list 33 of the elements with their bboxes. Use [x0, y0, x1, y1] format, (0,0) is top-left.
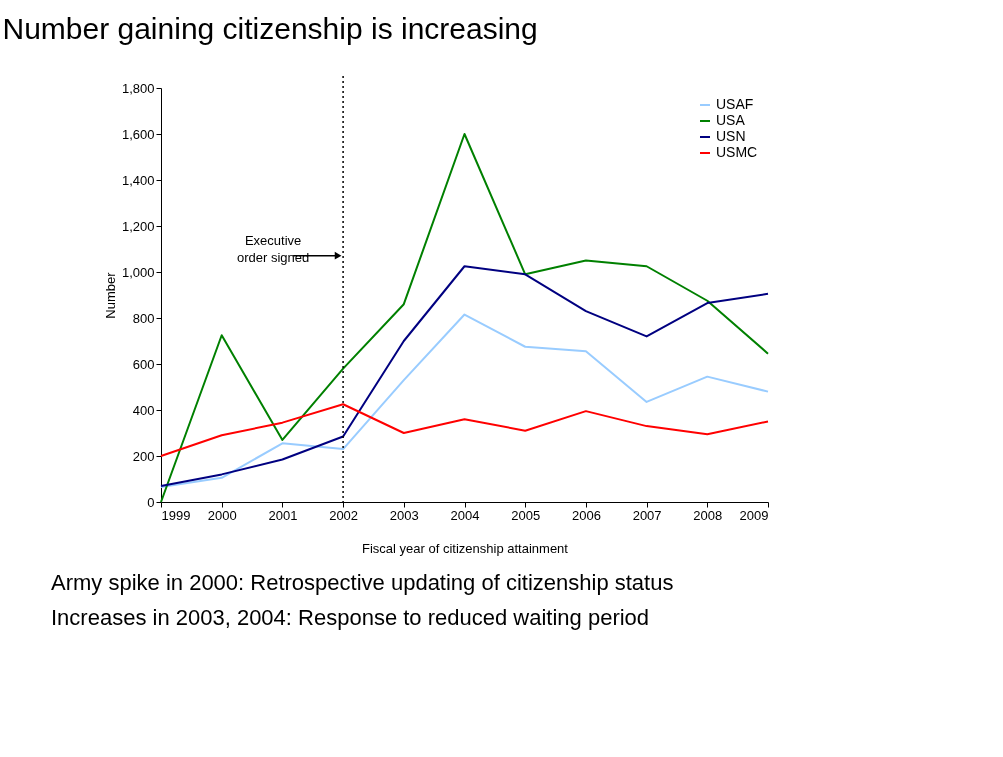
y-tick-label: 1,600 [121, 126, 155, 142]
legend-label: USA [716, 112, 746, 128]
chart-title: Number gaining citizenship is increasing [2, 12, 538, 46]
x-tick-label: 2001 [268, 507, 298, 523]
line-series [160, 313, 769, 489]
y-tick-label: 1,400 [121, 172, 155, 188]
y-tick-label: 1,800 [121, 80, 155, 96]
y-tick-label: 800 [132, 310, 155, 326]
y-axis-title: Number [102, 271, 118, 319]
x-tick-label: 2002 [329, 507, 359, 523]
line-series [160, 403, 769, 457]
line-series [160, 265, 769, 487]
x-tick-label: 1999 [161, 507, 191, 523]
legend-label: USMC [716, 144, 758, 160]
y-tick-label: 1,000 [121, 264, 155, 280]
text: Army spike in 2000: Retrospective updating of citizenship status [51, 569, 674, 595]
legend-label: USN [716, 128, 746, 144]
x-tick-label: 2007 [632, 507, 662, 523]
y-tick-label: 600 [132, 356, 155, 372]
x-tick-label: 2008 [693, 507, 723, 523]
text: Increases in 2003, 2004: Response to reduced waiting period [51, 604, 650, 630]
y-tick-label: 400 [132, 402, 155, 418]
x-tick-label: 2006 [571, 507, 601, 523]
x-tick-label: 2000 [207, 507, 237, 523]
y-tick-label: 0 [147, 494, 155, 510]
x-tick-label: 2009 [739, 507, 769, 523]
y-tick-label: 200 [132, 448, 155, 464]
legend-label: USAF [716, 96, 754, 112]
x-tick-label: 2005 [511, 507, 541, 523]
x-axis-title: Fiscal year of citizenship attainment [362, 540, 569, 556]
x-tick-label: 2004 [450, 507, 480, 523]
y-tick-label: 1,200 [121, 218, 155, 234]
x-tick-label: 2003 [389, 507, 419, 523]
